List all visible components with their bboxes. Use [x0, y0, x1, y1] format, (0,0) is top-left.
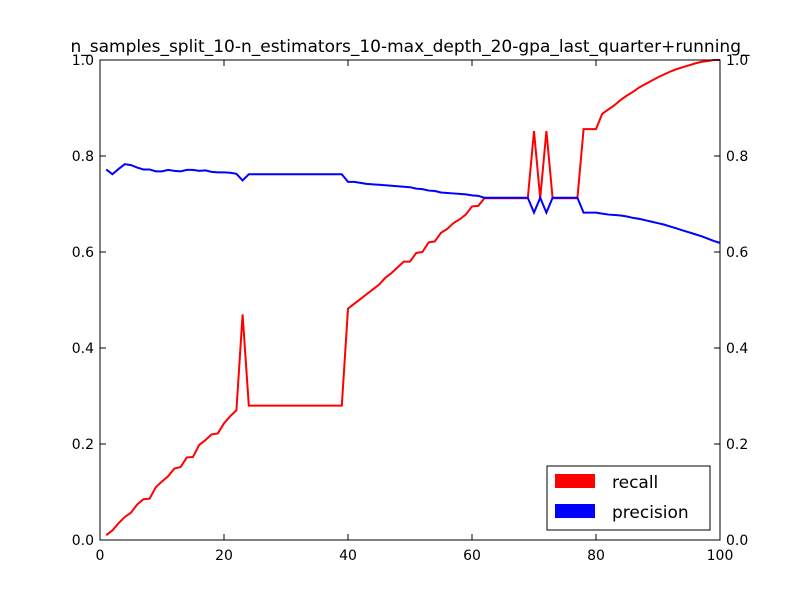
x-tick-label: 40: [339, 548, 357, 564]
y-tick-label: 0.4: [72, 341, 94, 357]
y2-tick-label: 0.4: [726, 341, 748, 357]
legend-label-precision: precision: [612, 503, 689, 523]
series-line-precision: [105, 163, 721, 244]
x-tick-label: 20: [215, 548, 233, 564]
series-layer: [105, 59, 721, 536]
y-tick-label: 0.2: [72, 437, 94, 453]
series-line-recall: [105, 59, 720, 536]
y2-tick-label: 1.0: [726, 53, 748, 69]
x-tick-label: 0: [96, 548, 105, 564]
plot-frame: [99, 59, 721, 541]
x-tick-label: 60: [463, 548, 481, 564]
legend-label-recall: recall: [612, 473, 658, 493]
y-tick-label: 0.8: [72, 149, 94, 165]
y2-tick-label: 0.8: [726, 149, 748, 165]
y2-tick-label: 0.6: [726, 245, 748, 261]
y2-tick-label: 0.0: [726, 533, 748, 549]
y-tick-label: 0.0: [72, 533, 94, 549]
ticks-layer: 0 20 40 60 80 1000.00.20.40.60.81.00.00.20.40…: [72, 53, 749, 564]
y-tick-label: 1.0: [72, 53, 94, 69]
y2-tick-label: 0.2: [726, 437, 748, 453]
legend-swatch-recall: [555, 474, 595, 488]
x-tick-label: 80: [587, 548, 605, 564]
legend-swatch-precision: [555, 504, 595, 518]
legend: recall precision: [546, 465, 711, 531]
chart-title: n_samples_split_10-n_estimators_10-max_d…: [71, 37, 750, 57]
x-tick-label: 100: [707, 548, 734, 564]
y-tick-label: 0.6: [72, 245, 94, 261]
